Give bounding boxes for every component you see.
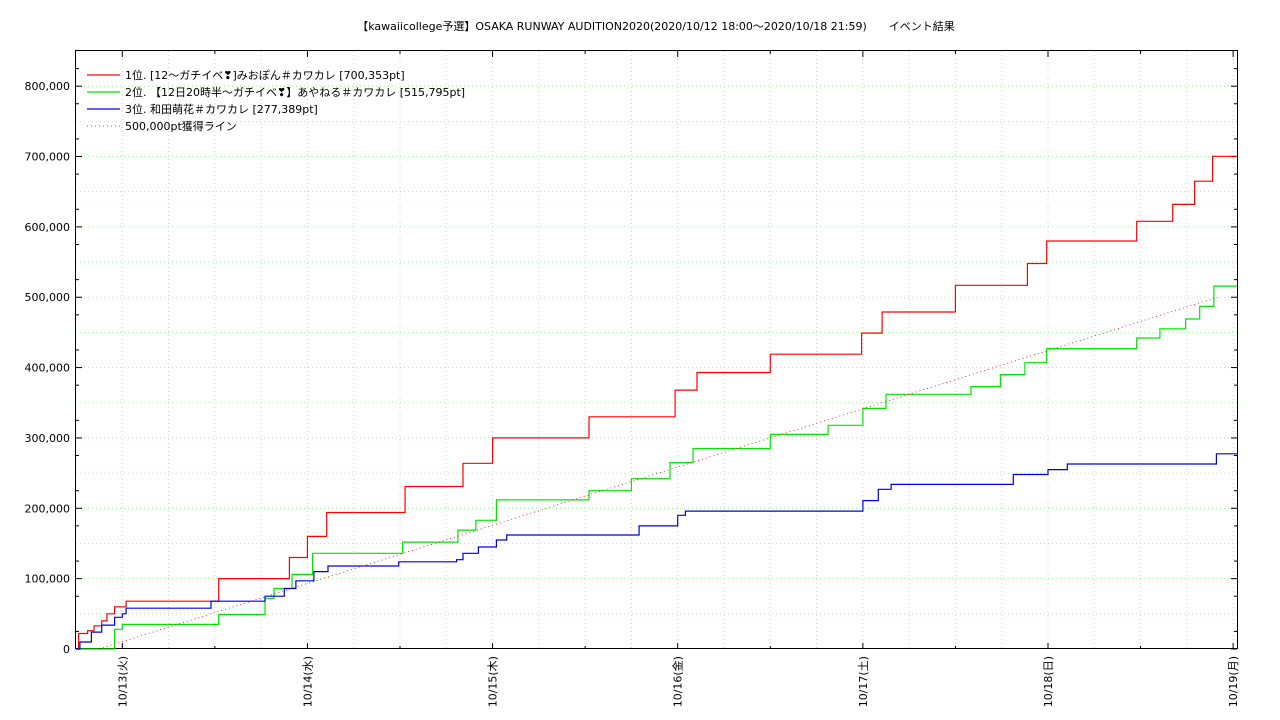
legend-label: 2位. 【12日20時半〜ガチイベ❣】あやねる＃カワカレ [515,795pt] xyxy=(125,85,465,99)
x-tick-label: 10/16(金) xyxy=(671,656,685,707)
series-lines xyxy=(76,155,1237,650)
y-tick-label: 0 xyxy=(63,643,70,656)
plot-area xyxy=(75,50,1238,649)
legend: 1位. [12〜ガチイベ❣]みおぽん＃カワカレ [700,353pt] 2位. 【… xyxy=(87,68,465,133)
legend-label: 500,000pt獲得ライン xyxy=(125,120,237,133)
series-line-1 xyxy=(76,155,1237,650)
y-tick-label: 600,000 xyxy=(25,221,71,234)
x-tick-label: 10/14(水) xyxy=(301,656,314,707)
y-tick-label: 300,000 xyxy=(25,432,71,445)
x-tick-label: 10/17(土) xyxy=(857,656,870,707)
y-tick-label: 400,000 xyxy=(25,362,71,375)
y-tick-label: 700,000 xyxy=(25,151,71,164)
series-line-3 xyxy=(76,453,1237,650)
y-tick-label: 800,000 xyxy=(25,80,71,93)
y-tick-label: 500,000 xyxy=(25,291,71,304)
x-tick-label: 10/13(火) xyxy=(116,656,129,707)
legend-label: 1位. [12〜ガチイベ❣]みおぽん＃カワカレ [700,353pt] xyxy=(125,68,405,82)
grid xyxy=(76,51,1237,649)
x-tick-label: 10/18(日) xyxy=(1042,656,1055,707)
x-tick-label: 10/19(月) xyxy=(1227,656,1240,707)
y-tick-label: 200,000 xyxy=(25,502,71,515)
x-tick-label: 10/15(木) xyxy=(487,656,500,707)
y-tick-label: 100,000 xyxy=(25,573,71,586)
axes: 0 100,000 200,000 300,000 400,000 500,000 600,… xyxy=(25,51,1240,707)
legend-label: 3位. 和田萌花＃カワカレ [277,389pt] xyxy=(125,102,318,116)
chart-title: 【kawaiicollege予選】OSAKA RUNWAY AUDITION20… xyxy=(357,19,955,33)
